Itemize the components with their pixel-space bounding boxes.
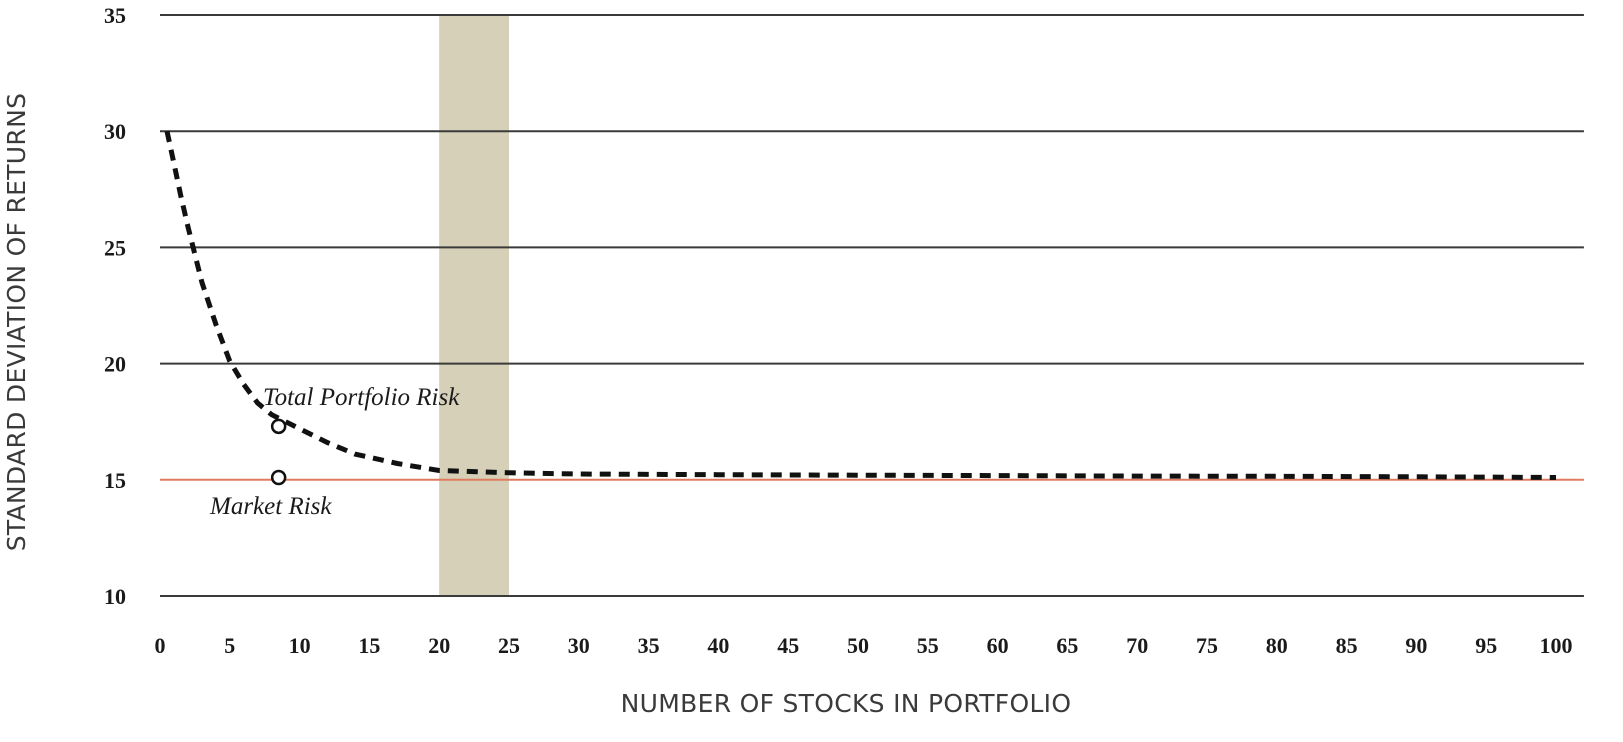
x-tick-label: 95 bbox=[1475, 633, 1497, 658]
y-tick-label: 15 bbox=[104, 468, 126, 493]
annotation-market-risk: Market Risk bbox=[209, 493, 332, 520]
y-tick-label: 30 bbox=[104, 119, 126, 144]
annotation-total-portfolio-risk: Total Portfolio Risk bbox=[263, 384, 460, 411]
marker-market-risk bbox=[270, 469, 287, 486]
x-tick-label: 0 bbox=[155, 633, 166, 658]
series-line-total-portfolio-risk bbox=[164, 130, 1557, 480]
y-tick-label: 20 bbox=[104, 352, 126, 377]
x-tick-label: 100 bbox=[1540, 633, 1573, 658]
series-layer bbox=[160, 130, 1584, 481]
gridlines-layer bbox=[160, 14, 1584, 597]
x-tick-label: 40 bbox=[707, 633, 729, 658]
shaded-band-layer bbox=[439, 15, 509, 596]
x-tick-label: 45 bbox=[777, 633, 799, 658]
x-tick-labels: 0 5 10 15 20 25 30 35 40 45 50 55 60 65 70 75 80 85 90 95 10… bbox=[155, 633, 1573, 658]
markers-layer bbox=[270, 418, 287, 486]
x-tick-label: 60 bbox=[987, 633, 1009, 658]
y-tick-label: 35 bbox=[104, 3, 126, 28]
x-tick-label: 5 bbox=[224, 633, 235, 658]
x-tick-label: 20 bbox=[428, 633, 450, 658]
x-tick-label: 75 bbox=[1196, 633, 1218, 658]
marker-total-portfolio-risk bbox=[270, 418, 287, 435]
x-tick-label: 50 bbox=[847, 633, 869, 658]
shaded-band bbox=[439, 15, 509, 596]
x-tick-label: 15 bbox=[358, 633, 380, 658]
x-tick-label: 80 bbox=[1266, 633, 1288, 658]
y-axis-title: STANDARD DEVIATION OF RETURNS bbox=[2, 93, 31, 552]
y-tick-labels: 10 15 20 25 30 35 bbox=[104, 3, 126, 609]
x-tick-label: 85 bbox=[1336, 633, 1358, 658]
x-tick-label: 35 bbox=[638, 633, 660, 658]
y-tick-label: 25 bbox=[104, 235, 126, 260]
x-tick-label: 90 bbox=[1405, 633, 1427, 658]
x-tick-label: 55 bbox=[917, 633, 939, 658]
x-tick-label: 10 bbox=[289, 633, 311, 658]
y-tick-label: 10 bbox=[104, 584, 126, 609]
x-tick-label: 25 bbox=[498, 633, 520, 658]
x-tick-label: 70 bbox=[1126, 633, 1148, 658]
x-tick-label: 65 bbox=[1056, 633, 1078, 658]
x-axis-title: NUMBER OF STOCKS IN PORTFOLIO bbox=[621, 689, 1072, 718]
x-tick-label: 30 bbox=[568, 633, 590, 658]
